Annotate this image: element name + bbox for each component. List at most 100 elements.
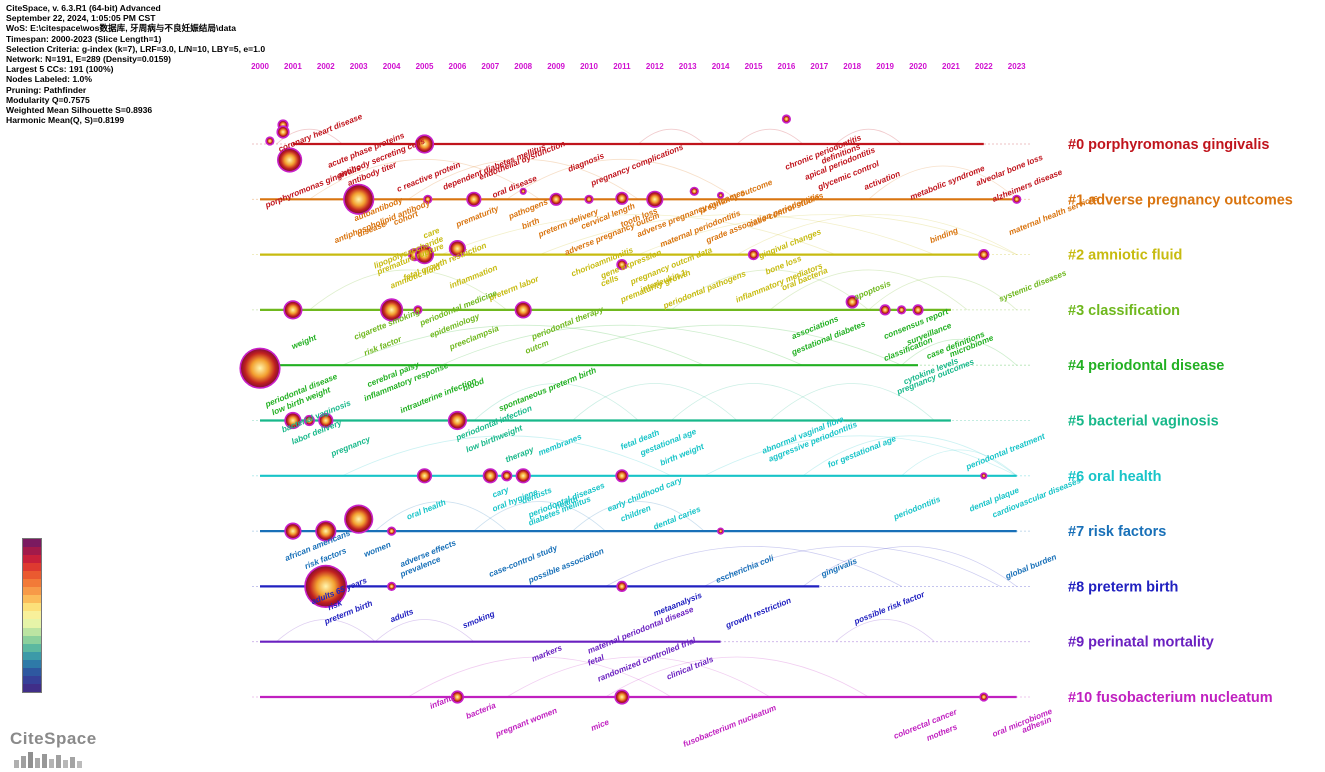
citation-node[interactable] <box>285 524 300 539</box>
citation-node[interactable] <box>416 246 433 263</box>
citation-node[interactable] <box>517 469 530 482</box>
term-label[interactable]: cary <box>491 485 510 500</box>
citation-node[interactable] <box>551 194 562 205</box>
term-label[interactable]: adults <box>389 607 415 625</box>
citation-node[interactable] <box>414 306 421 313</box>
citation-node[interactable] <box>979 250 988 259</box>
citation-node[interactable] <box>516 302 531 317</box>
citation-node[interactable] <box>418 469 431 482</box>
term-label[interactable]: endothelial dysfunction <box>478 139 567 182</box>
cluster-label[interactable]: #6 oral health <box>1068 469 1161 485</box>
citation-node[interactable] <box>617 260 626 269</box>
term-label[interactable]: membranes <box>537 432 583 458</box>
citation-node[interactable] <box>452 692 463 702</box>
citation-node[interactable] <box>718 529 723 534</box>
term-label[interactable]: coronary heart disease <box>277 112 364 154</box>
citation-node[interactable] <box>278 127 289 137</box>
citation-node[interactable] <box>617 582 626 591</box>
term-label[interactable]: dental caries <box>652 504 702 531</box>
citation-node[interactable] <box>881 305 890 314</box>
term-label[interactable]: apoptosis <box>853 279 893 302</box>
term-label[interactable]: periodontitis <box>891 495 942 522</box>
citation-node[interactable] <box>616 470 627 481</box>
citation-node[interactable] <box>278 149 301 171</box>
term-label[interactable]: for gestational age <box>827 434 898 470</box>
citation-node[interactable] <box>914 305 922 314</box>
term-label[interactable]: systemic diseases <box>998 268 1068 303</box>
term-label[interactable]: markers <box>530 643 563 663</box>
cluster-label[interactable]: #9 perinatal mortality <box>1068 635 1214 651</box>
citation-node[interactable] <box>502 471 511 480</box>
citation-node[interactable] <box>898 306 905 313</box>
cluster-label[interactable]: #0 porphyromonas gingivalis <box>1068 137 1269 153</box>
term-label[interactable]: possible risk factor <box>852 589 927 626</box>
citation-node[interactable] <box>586 196 592 203</box>
cluster-label[interactable]: #3 classification <box>1068 303 1180 319</box>
cluster-label[interactable]: #5 bacterial vaginosis <box>1068 414 1219 430</box>
term-label[interactable]: escherichia coli <box>715 553 776 585</box>
term-label[interactable]: binding <box>929 226 960 245</box>
citation-node[interactable] <box>847 296 858 307</box>
citation-node[interactable] <box>285 413 300 428</box>
citation-node[interactable] <box>521 189 526 194</box>
citation-node[interactable] <box>981 473 986 478</box>
term-label[interactable]: therapy <box>504 445 535 465</box>
term-label[interactable]: infants <box>428 692 457 711</box>
cluster-label[interactable]: #7 risk factors <box>1068 524 1166 540</box>
cluster-label[interactable]: #4 periodontal disease <box>1068 358 1224 374</box>
citation-node[interactable] <box>718 193 723 198</box>
cluster-label[interactable]: #2 amniotic fluid <box>1068 248 1182 264</box>
citation-node[interactable] <box>749 250 758 259</box>
term-label[interactable]: weight <box>290 333 318 351</box>
term-label[interactable]: bacteria <box>465 701 498 721</box>
citation-node[interactable] <box>284 301 301 318</box>
citation-node[interactable] <box>1013 196 1020 203</box>
citation-node[interactable] <box>305 566 346 607</box>
term-label[interactable]: inflammation <box>448 263 499 290</box>
term-label[interactable]: pregnant women <box>493 706 558 739</box>
citation-node[interactable] <box>316 522 335 541</box>
term-label[interactable]: prematurity <box>454 204 500 230</box>
term-label[interactable]: pregnancy complications <box>589 142 685 188</box>
term-label[interactable]: outcm <box>524 338 550 356</box>
term-label[interactable]: birth <box>521 216 541 231</box>
citation-node[interactable] <box>647 192 662 207</box>
cluster-label[interactable]: #1 adverse pregnancy outcomes <box>1068 192 1293 208</box>
term-label[interactable]: gingival changes <box>757 227 823 261</box>
term-label[interactable]: growth restriction <box>724 596 793 631</box>
citation-node[interactable] <box>345 506 372 533</box>
cluster-label[interactable]: #10 fusobacterium nucleatum <box>1068 690 1273 706</box>
term-label[interactable]: women <box>363 540 393 559</box>
citation-node[interactable] <box>450 241 465 256</box>
citation-node[interactable] <box>388 528 395 535</box>
citation-node[interactable] <box>691 188 698 195</box>
term-label[interactable]: smoking <box>461 609 496 630</box>
cluster-label[interactable]: #8 preterm birth <box>1068 579 1178 595</box>
citation-node[interactable] <box>467 193 480 206</box>
citation-node[interactable] <box>319 414 332 427</box>
term-label[interactable]: pathogens <box>506 197 549 221</box>
citation-node[interactable] <box>344 185 373 214</box>
term-label[interactable]: oral health <box>405 498 447 522</box>
citation-node[interactable] <box>980 694 987 700</box>
citation-node[interactable] <box>616 193 627 204</box>
citation-node[interactable] <box>388 583 395 590</box>
term-label[interactable]: pregnancy <box>329 434 372 458</box>
citation-node[interactable] <box>241 349 279 388</box>
term-label[interactable]: mice <box>590 717 611 733</box>
term-label[interactable]: fusobacterium nucleatum <box>682 703 778 749</box>
citation-node[interactable] <box>416 136 433 152</box>
term-label[interactable]: global burden <box>1003 552 1057 581</box>
term-label[interactable]: spontaneous preterm birth <box>498 366 598 413</box>
citation-node[interactable] <box>305 416 314 425</box>
citation-node[interactable] <box>783 116 790 122</box>
citation-node[interactable] <box>381 299 402 320</box>
citation-node[interactable] <box>615 691 628 703</box>
term-label[interactable]: diagnosis <box>567 151 606 174</box>
citation-node[interactable] <box>484 469 497 482</box>
term-label[interactable]: oral disease <box>491 174 539 200</box>
citation-node[interactable] <box>449 412 466 429</box>
citation-node[interactable] <box>266 138 273 144</box>
citation-node[interactable] <box>424 196 431 203</box>
